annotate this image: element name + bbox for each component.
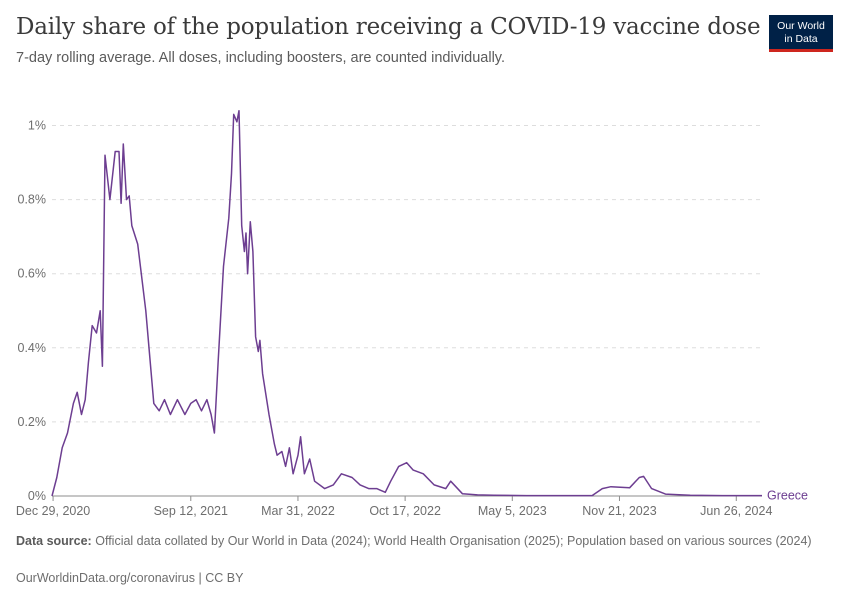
x-tick-label: Dec 29, 2020: [16, 504, 90, 518]
data-source-label: Data source:: [16, 534, 92, 548]
series-label: Greece: [767, 489, 808, 503]
data-source-text: Official data collated by Our World in D…: [95, 534, 812, 548]
y-tick-label: 0.2%: [18, 415, 47, 429]
data-source-note: Data source: Official data collated by O…: [16, 533, 816, 549]
line-chart: 0% 0.2% 0.4% 0.6% 0.8% 1% Dec 29, 2020 Sep 12, …: [16, 109, 808, 518]
y-tick-label: 0%: [28, 489, 46, 503]
logo-line-1: Our World: [777, 20, 825, 32]
x-tick-label: Jun 26, 2024: [700, 504, 772, 518]
series-line-greece: [51, 109, 762, 497]
chart-title: Daily share of the population receiving …: [16, 14, 761, 40]
x-tick-label: May 5, 2023: [478, 504, 547, 518]
x-tick-label: Sep 12, 2021: [154, 504, 228, 518]
x-tick-label: Mar 31, 2022: [261, 504, 335, 518]
owid-logo[interactable]: Our World in Data: [769, 15, 833, 52]
logo-line-2: in Data: [784, 33, 818, 45]
chart-subtitle: 7-day rolling average. All doses, includ…: [16, 50, 505, 66]
y-tick-label: 0.6%: [18, 267, 47, 281]
x-tick-label: Nov 21, 2023: [582, 504, 656, 518]
y-tick-label: 1%: [28, 119, 46, 133]
y-tick-label: 0.8%: [18, 193, 47, 207]
credit-link[interactable]: OurWorldinData.org/coronavirus | CC BY: [16, 571, 244, 585]
y-tick-label: 0.4%: [18, 341, 47, 355]
x-tick-label: Oct 17, 2022: [369, 504, 441, 518]
logo-accent-bar: [769, 49, 833, 52]
